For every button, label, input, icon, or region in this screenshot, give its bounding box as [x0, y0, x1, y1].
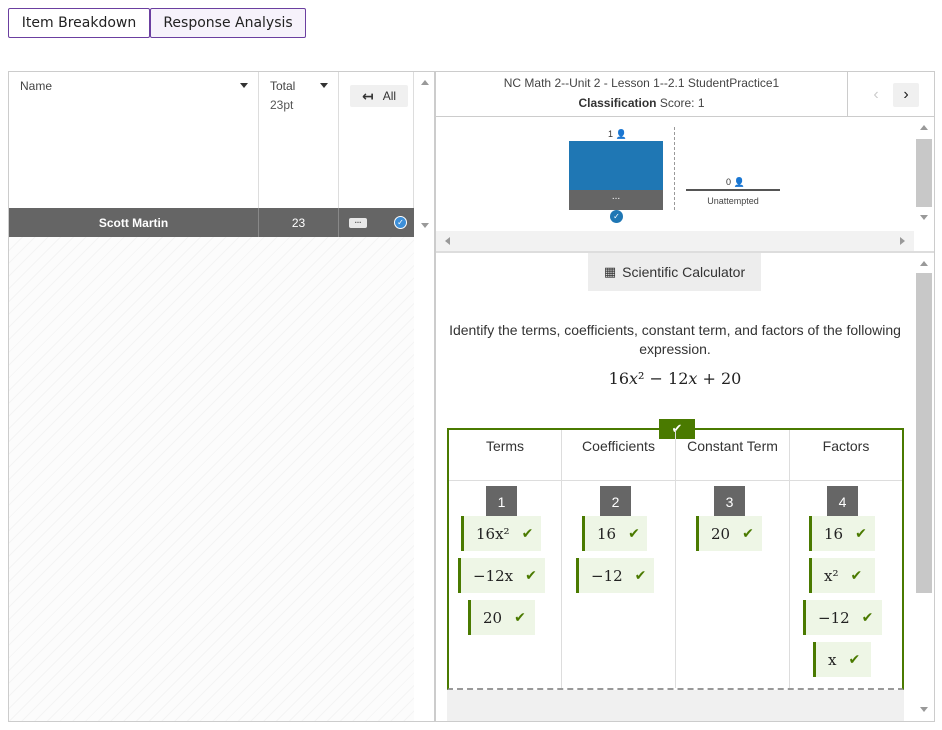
- calculator-label: Scientific Calculator: [622, 264, 746, 280]
- bar-label[interactable]: ...: [569, 190, 663, 210]
- answer-chip[interactable]: 20 ✔: [468, 600, 535, 635]
- check-icon: ✔: [855, 525, 867, 542]
- bar-count: 1 👤: [608, 129, 627, 139]
- person-icon: 👤: [615, 129, 627, 139]
- student-total: 23: [259, 208, 339, 237]
- all-button[interactable]: ↤ All: [350, 85, 408, 107]
- panel-divider: [436, 251, 934, 253]
- scroll-left-icon[interactable]: [445, 237, 450, 245]
- more-icon[interactable]: ...: [349, 216, 367, 228]
- scroll-down-icon[interactable]: [421, 223, 429, 228]
- answer-chip[interactable]: −12 ✔: [803, 600, 882, 635]
- chart-vertical-scrollbar[interactable]: [914, 117, 934, 251]
- name-column-header[interactable]: Name: [9, 72, 259, 208]
- scroll-thumb[interactable]: [916, 273, 932, 593]
- scroll-up-icon[interactable]: [920, 261, 928, 266]
- scroll-up-icon[interactable]: [920, 125, 928, 130]
- column-number: 1: [486, 486, 517, 517]
- chart-bar[interactable]: [569, 141, 663, 190]
- scroll-up-icon[interactable]: [421, 80, 429, 85]
- question-area: ▦ Scientific Calculator Identify the ter…: [436, 253, 914, 721]
- scroll-down-icon[interactable]: [920, 215, 928, 220]
- unattempted-count: 0 👤: [726, 177, 745, 187]
- response-chart: 1 👤 ... ✓ 0 👤 Unattempted: [436, 117, 914, 231]
- question-expression: 16x² − 12x + 20: [608, 369, 742, 388]
- response-analysis-tab[interactable]: Response Analysis: [150, 8, 306, 38]
- question-vertical-scrollbar[interactable]: [914, 253, 934, 721]
- check-icon: ✔: [850, 567, 863, 584]
- question-prompt: Identify the terms, coefficients, consta…: [449, 322, 901, 357]
- item-title: NC Math 2--Unit 2 - Lesson 1--2.1 Studen…: [503, 76, 780, 90]
- empty-area: [9, 237, 414, 721]
- terms-column[interactable]: Terms 1 16x² ✔ −12x ✔ 20 ✔: [449, 430, 562, 688]
- name-header-label: Name: [20, 79, 53, 93]
- answer-chip[interactable]: 16 ✔: [809, 516, 875, 551]
- previous-item-button[interactable]: ‹: [873, 86, 879, 103]
- unattempted-label: Unattempted: [707, 196, 759, 206]
- classification-label: Classification: [578, 96, 657, 110]
- choices-tray: [447, 690, 904, 721]
- total-column-header[interactable]: Total 23pt: [259, 72, 339, 208]
- chart-divider: [674, 127, 675, 210]
- total-header-label: Total: [270, 79, 296, 93]
- answer-chip[interactable]: −12x ✔: [458, 558, 545, 593]
- total-sort-icon[interactable]: [320, 83, 328, 88]
- all-button-label: All: [382, 89, 397, 103]
- scroll-down-icon[interactable]: [920, 707, 928, 712]
- scientific-calculator-button[interactable]: ▦ Scientific Calculator: [588, 253, 761, 291]
- check-icon: ✔: [861, 609, 874, 626]
- student-name[interactable]: Scott Martin: [9, 208, 259, 237]
- name-sort-icon[interactable]: [240, 83, 248, 88]
- score-text: Score: 1: [659, 96, 705, 110]
- factors-column[interactable]: Factors 4 16 ✔ x² ✔ −12 ✔ x ✔: [790, 430, 902, 688]
- item-header: NC Math 2--Unit 2 - Lesson 1--2.1 Studen…: [436, 72, 848, 117]
- answer-chip[interactable]: 16 ✔: [582, 516, 647, 551]
- column-number: 3: [714, 486, 745, 517]
- answer-chip[interactable]: 16x² ✔: [461, 516, 541, 551]
- answer-chip[interactable]: x ✔: [813, 642, 871, 677]
- check-icon: ✔: [628, 525, 640, 542]
- unattempted-bar[interactable]: [686, 189, 780, 191]
- check-icon: ✔: [634, 567, 647, 584]
- answer-chip[interactable]: 20 ✔: [696, 516, 762, 551]
- column-header: Constant Term: [676, 430, 789, 481]
- check-icon: ✔: [525, 567, 537, 584]
- student-item-cell[interactable]: ... ✓: [339, 208, 414, 237]
- next-item-button[interactable]: ›: [893, 83, 919, 107]
- column-header: Factors: [790, 430, 902, 481]
- all-column-header: ↤ All: [339, 72, 414, 208]
- arrow-left-icon: ↤: [361, 87, 374, 104]
- answer-chip[interactable]: x² ✔: [809, 558, 875, 593]
- check-icon: ✔: [848, 651, 861, 668]
- student-list-panel: Name Total 23pt ↤ All Scott Martin 23 ..…: [8, 71, 435, 722]
- item-subtitle: Classification Score: 1: [436, 96, 847, 110]
- person-icon: 👤: [733, 177, 745, 187]
- check-icon: ✔: [742, 525, 754, 542]
- check-icon: ✔: [514, 609, 526, 626]
- chart-horizontal-scrollbar[interactable]: [436, 231, 914, 251]
- check-icon: ✔: [659, 419, 695, 439]
- constant-term-column[interactable]: Constant Term 3 20 ✔: [676, 430, 790, 688]
- check-icon: ✔: [521, 525, 534, 542]
- check-circle-icon: ✓: [394, 216, 407, 229]
- check-circle-icon: ✓: [610, 210, 623, 223]
- column-number: 2: [600, 486, 631, 517]
- column-header: Terms: [449, 430, 561, 481]
- scroll-right-icon[interactable]: [900, 237, 905, 245]
- calculator-icon: ▦: [603, 264, 617, 279]
- item-breakdown-tab[interactable]: Item Breakdown: [8, 8, 150, 38]
- column-header: Coefficients: [562, 430, 675, 481]
- column-number: 4: [827, 486, 858, 517]
- coefficients-column[interactable]: Coefficients 2 16 ✔ −12 ✔: [562, 430, 676, 688]
- item-detail-panel: NC Math 2--Unit 2 - Lesson 1--2.1 Studen…: [435, 71, 935, 722]
- item-navigation: ‹ ›: [848, 72, 934, 117]
- left-scrollbar[interactable]: [414, 72, 434, 237]
- answer-chip[interactable]: −12 ✔: [576, 558, 654, 593]
- classification-grid: ✔ Terms 1 16x² ✔ −12x ✔ 20 ✔ Coefficients 2…: [447, 419, 904, 690]
- total-points: 23pt: [270, 98, 294, 112]
- scroll-thumb[interactable]: [916, 139, 932, 207]
